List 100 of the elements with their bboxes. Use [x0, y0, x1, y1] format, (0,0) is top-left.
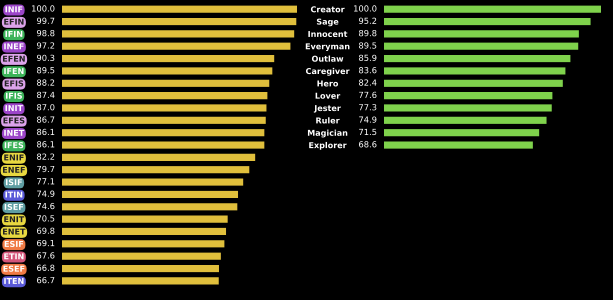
y-tick-label: ENIT [4, 216, 24, 222]
y-tick-label: ESIF [4, 240, 24, 247]
data-label: 74.9 [359, 116, 376, 123]
bar [384, 67, 566, 75]
data-label: 87.0 [37, 104, 54, 110]
data-label: 74.9 [37, 190, 54, 197]
data-label: 97.2 [36, 42, 54, 49]
y-tick-label: ENET [3, 228, 26, 235]
data-label: 95.2 [358, 18, 376, 24]
bar [62, 6, 297, 13]
y-tick-label: INET [4, 130, 24, 136]
data-label: 88.2 [37, 79, 54, 86]
bar [62, 166, 250, 174]
data-label: 82.2 [37, 153, 54, 160]
y-tick-label: Innocent [308, 31, 348, 38]
y-tick-label: IFES [4, 142, 24, 148]
bar [62, 42, 290, 50]
bar [384, 141, 533, 149]
y-tick-label: IFIN [6, 31, 22, 37]
y-tick-label: EFIS [4, 80, 24, 86]
y-tick-label: ISEF [4, 204, 24, 210]
bar [62, 129, 264, 136]
bar [62, 80, 270, 87]
bar [384, 6, 601, 13]
bar [384, 92, 552, 100]
y-tick-label: Hero [317, 80, 338, 86]
y-tick-label: INIT [6, 105, 23, 112]
data-label: 66.8 [37, 264, 54, 271]
data-label: 67.6 [37, 252, 54, 259]
y-tick-label: INEF [4, 43, 24, 50]
y-tick-label: Outlaw [312, 56, 344, 62]
data-label: 90.3 [36, 54, 54, 61]
bar [384, 129, 540, 136]
data-label: 70.5 [37, 215, 54, 222]
bar [384, 116, 547, 124]
bar [384, 54, 570, 62]
data-label: 69.8 [37, 228, 54, 234]
bar [62, 141, 264, 149]
bar [384, 18, 591, 26]
bar [62, 240, 224, 248]
bar [62, 178, 244, 186]
data-label: 71.5 [359, 128, 376, 136]
y-tick-label: ENIF [4, 154, 24, 160]
data-label: 99.7 [36, 18, 54, 24]
y-tick-label: Everyman [306, 43, 350, 51]
y-tick-label: EFIN [4, 18, 24, 25]
y-tick-label: Explorer [309, 142, 347, 150]
bar [62, 228, 226, 236]
data-label: 89.5 [359, 42, 376, 49]
bar [384, 104, 552, 112]
data-label: 74.6 [37, 202, 54, 210]
y-tick-label: ISIF [6, 179, 22, 186]
data-label: 100.0 [354, 5, 376, 12]
data-label: 77.1 [37, 178, 54, 184]
bar [62, 92, 268, 100]
data-label: 83.6 [359, 67, 376, 74]
data-label: 79.7 [37, 166, 54, 172]
data-label: 69.1 [37, 240, 54, 246]
data-label: 68.6 [359, 141, 376, 148]
y-tick-label: Jester [314, 105, 341, 113]
y-tick-label: Ruler [316, 117, 340, 124]
bar [384, 30, 579, 38]
data-label: 77.3 [359, 104, 376, 110]
y-tick-label: INIF [6, 6, 22, 12]
data-label: 82.4 [359, 79, 377, 86]
data-label: 87.4 [37, 92, 55, 98]
y-tick-label: Magician [308, 130, 348, 138]
data-label: 86.1 [37, 141, 54, 148]
data-label: 86.7 [37, 116, 54, 123]
bar [62, 104, 266, 112]
bar [62, 54, 274, 62]
bar [62, 30, 294, 38]
y-tick-label: Lover [316, 92, 340, 99]
y-tick-label: EFES [3, 117, 24, 124]
bar [62, 264, 219, 272]
bar [384, 80, 563, 87]
y-tick-label: ESEF [3, 266, 24, 272]
y-tick-label: ITEN [4, 278, 24, 284]
y-tick-label: ENEF [3, 166, 25, 173]
data-label: 89.5 [37, 67, 54, 74]
data-label: 86.1 [37, 128, 54, 136]
y-tick-label: Caregiver [306, 68, 350, 76]
y-tick-label: IFEN [4, 68, 24, 74]
data-label: 85.9 [359, 54, 376, 61]
y-tick-label: IFIS [6, 92, 22, 99]
bar [62, 116, 266, 124]
y-tick-label: Sage [316, 18, 338, 26]
data-label: 66.7 [37, 276, 54, 284]
bar [62, 190, 238, 198]
bar [384, 42, 578, 50]
bar [62, 252, 221, 260]
y-tick-label: EFEN [3, 56, 25, 62]
y-tick-label: Creator [310, 6, 345, 12]
bar [62, 277, 219, 284]
bar [62, 154, 256, 161]
data-label: 89.8 [359, 30, 376, 36]
bar [62, 216, 228, 223]
bar [62, 18, 296, 26]
bar [62, 203, 238, 210]
data-label: 100.0 [32, 5, 54, 12]
